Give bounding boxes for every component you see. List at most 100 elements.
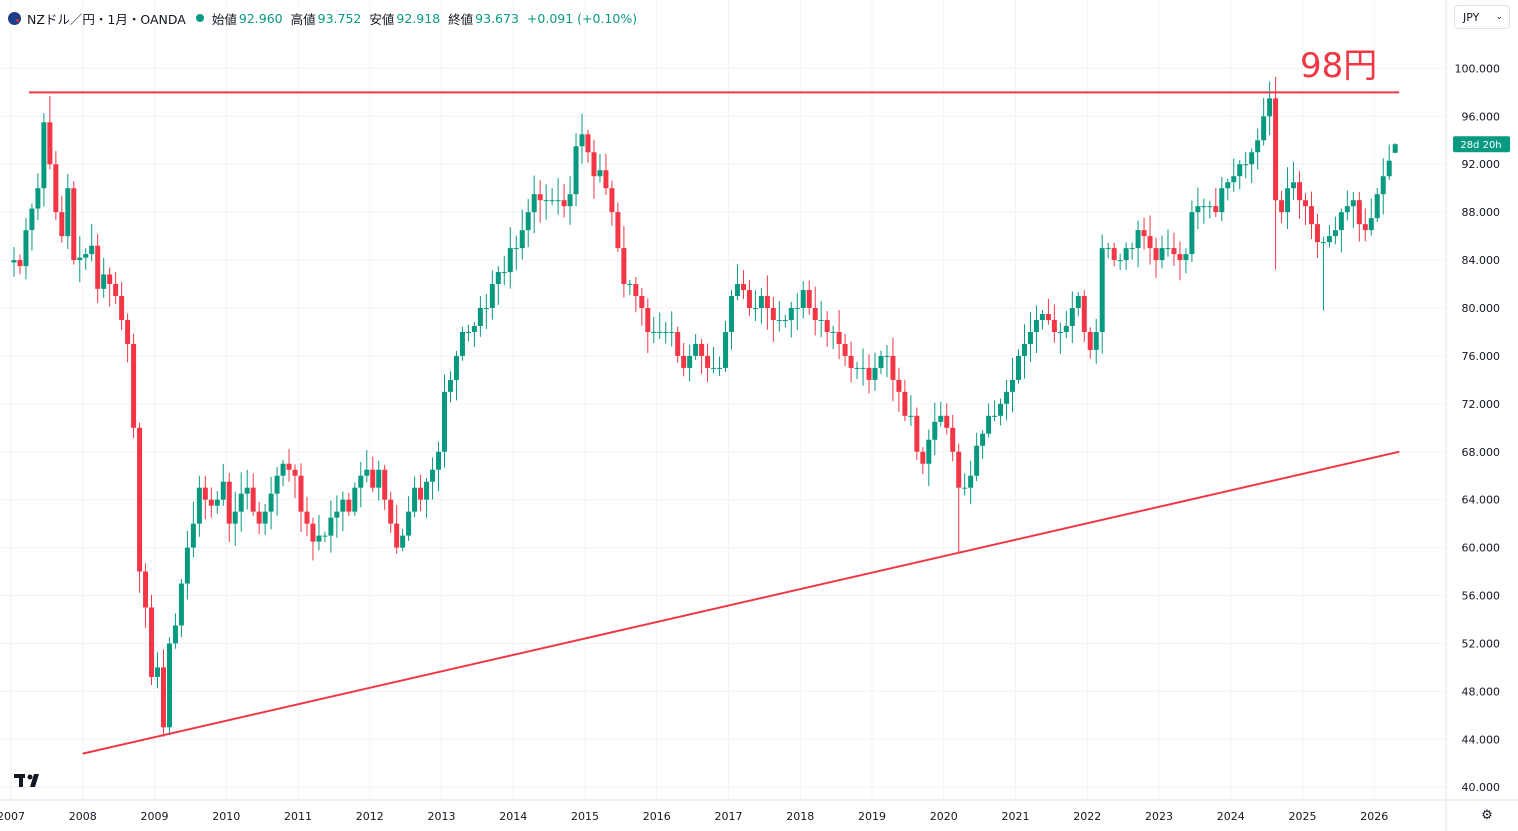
candle-body[interactable] [1255,140,1261,153]
candle-body[interactable] [280,463,286,476]
candle-body[interactable] [1273,98,1279,201]
candle-body[interactable] [854,367,860,369]
candle-body[interactable] [740,284,746,291]
candle-body[interactable] [1063,325,1069,332]
candle-body[interactable] [447,379,453,392]
candle-body[interactable] [292,469,298,476]
candle-body[interactable] [1105,248,1111,250]
candle-body[interactable] [884,355,890,357]
currency-select[interactable]: JPY ⌄ [1454,5,1510,29]
candle-body[interactable] [178,583,184,626]
candle-body[interactable] [603,170,609,189]
candle-body[interactable] [1141,230,1147,237]
candle-body[interactable] [752,308,758,309]
candle-body[interactable] [1386,160,1392,177]
candle-body[interactable] [489,284,495,308]
candle-body[interactable] [495,272,501,285]
candle-body[interactable] [1338,212,1344,231]
candle-body[interactable] [908,415,914,417]
candle-body[interactable] [1303,200,1308,207]
candle-body[interactable] [950,427,956,452]
candle-body[interactable] [920,451,926,464]
candle-body[interactable] [1207,206,1213,208]
candle-body[interactable] [543,200,549,202]
candle-body[interactable] [932,421,938,440]
candle-body[interactable] [1016,355,1021,380]
candle-body[interactable] [1081,296,1087,332]
candle-body[interactable] [878,355,884,368]
candle-body[interactable] [1171,248,1177,255]
candle-body[interactable] [717,367,723,369]
candle-body[interactable] [734,284,740,297]
candle-body[interactable] [262,511,268,524]
candle-body[interactable] [866,367,872,380]
candle-body[interactable] [1087,331,1093,350]
candle-body[interactable] [806,290,812,308]
candle-body[interactable] [268,493,274,512]
candle-body[interactable] [830,331,836,333]
candle-body[interactable] [310,523,316,542]
candle-body[interactable] [501,272,507,274]
candle-body[interactable] [890,355,896,380]
candle-body[interactable] [1129,248,1135,250]
candle-body[interactable] [621,248,627,285]
candle-body[interactable] [412,487,418,512]
candle-body[interactable] [184,547,190,584]
candle-body[interactable] [328,517,334,536]
candle-body[interactable] [394,523,400,548]
candle-body[interactable] [968,475,974,488]
candle-body[interactable] [41,122,47,189]
candle-body[interactable] [71,188,77,261]
candle-body[interactable] [1159,248,1165,261]
candle-body[interactable] [812,308,818,320]
candle-body[interactable] [513,248,519,250]
candle-body[interactable] [465,331,471,333]
candle-body[interactable] [172,625,178,644]
candle-body[interactable] [244,487,250,494]
candle-body[interactable] [286,463,292,470]
candle-body[interactable] [220,481,226,500]
candle-body[interactable] [23,230,29,267]
candle-body[interactable] [190,523,196,548]
candle-body[interactable] [1368,218,1374,231]
candle-body[interactable] [1314,224,1320,243]
candle-body[interactable] [627,284,633,286]
candle-body[interactable] [256,511,262,524]
candle-body[interactable] [896,379,902,392]
candle-body[interactable] [998,403,1004,416]
candle-body[interactable] [938,415,944,422]
candle-body[interactable] [477,308,483,326]
candle-body[interactable] [11,260,17,263]
candle-body[interactable] [549,200,555,202]
candle-body[interactable] [1123,248,1129,261]
candle-body[interactable] [651,331,657,333]
candle-body[interactable] [1219,188,1225,213]
candle-body[interactable] [364,469,370,476]
candle-body[interactable] [1201,206,1207,208]
candle-body[interactable] [89,245,95,255]
candle-body[interactable] [1374,194,1380,219]
candle-body[interactable] [657,331,663,333]
candle-body[interactable] [1147,236,1153,249]
candle-body[interactable] [788,308,794,320]
symbol-title[interactable]: NZドル／円・1月・OANDA [27,11,186,27]
candle-body[interactable] [1249,152,1255,165]
candle-body[interactable] [860,367,866,369]
candle-body[interactable] [1153,248,1159,261]
candle-body[interactable] [555,200,561,202]
candle-body[interactable] [334,511,340,518]
candle-body[interactable] [304,511,310,524]
candle-body[interactable] [196,487,202,524]
candle-body[interactable] [376,469,382,488]
candle-body[interactable] [471,325,477,332]
candle-body[interactable] [430,469,436,482]
candle-body[interactable] [1356,200,1362,225]
candle-body[interactable] [914,415,920,452]
candle-body[interactable] [1117,260,1123,262]
candle-body[interactable] [1267,98,1273,117]
candle-body[interactable] [597,170,603,177]
candle-body[interactable] [65,188,71,237]
candle-body[interactable] [107,274,113,285]
candle-body[interactable] [992,415,998,417]
